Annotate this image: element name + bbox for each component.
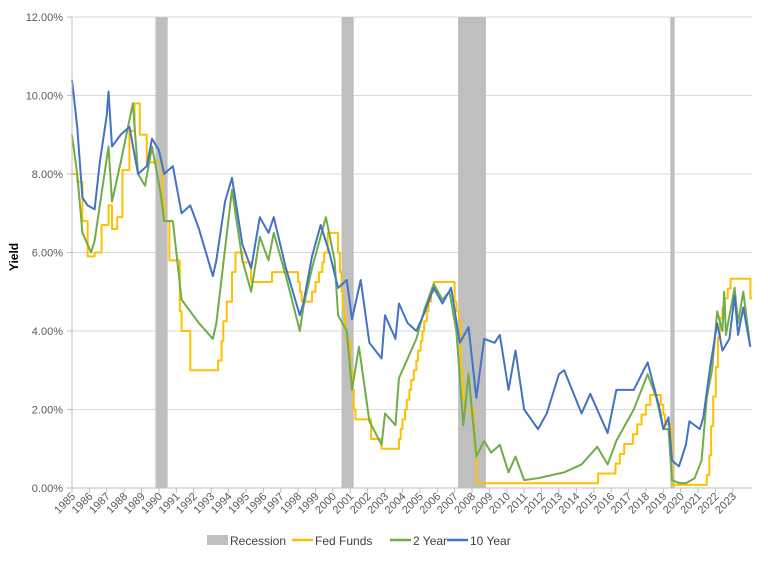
series-line-fed-funds (72, 102, 752, 486)
y-tick-label: 10.00% (26, 91, 64, 103)
axes: 0.00%2.00%4.00%6.00%8.00%10.00%12.00%198… (26, 12, 752, 516)
legend: Recession Fed Funds 2 Year 10 Year (207, 534, 511, 548)
y-axis-title: Yield (7, 243, 21, 271)
y-tick-label: 0.00% (32, 483, 63, 495)
y-tick-label: 6.00% (32, 248, 63, 260)
legend-label: Fed Funds (315, 534, 372, 548)
recession-band (341, 17, 354, 488)
legend-label: Recession (230, 534, 286, 548)
series-line-10-year (71, 79, 752, 468)
x-tick-label: 2023 (713, 491, 739, 517)
y-tick-label: 4.00% (32, 326, 63, 338)
series-lines (71, 79, 752, 486)
legend-swatch-recession (207, 535, 228, 545)
series-line-2-year (71, 102, 752, 485)
y-tick-label: 12.00% (26, 12, 64, 24)
recession-band (155, 17, 168, 488)
y-tick-label: 8.00% (32, 169, 63, 181)
legend-label: 10 Year (470, 534, 511, 548)
y-tick-label: 2.00% (32, 405, 63, 417)
legend-label: 2 Year (413, 534, 447, 548)
recession-band (670, 17, 675, 488)
